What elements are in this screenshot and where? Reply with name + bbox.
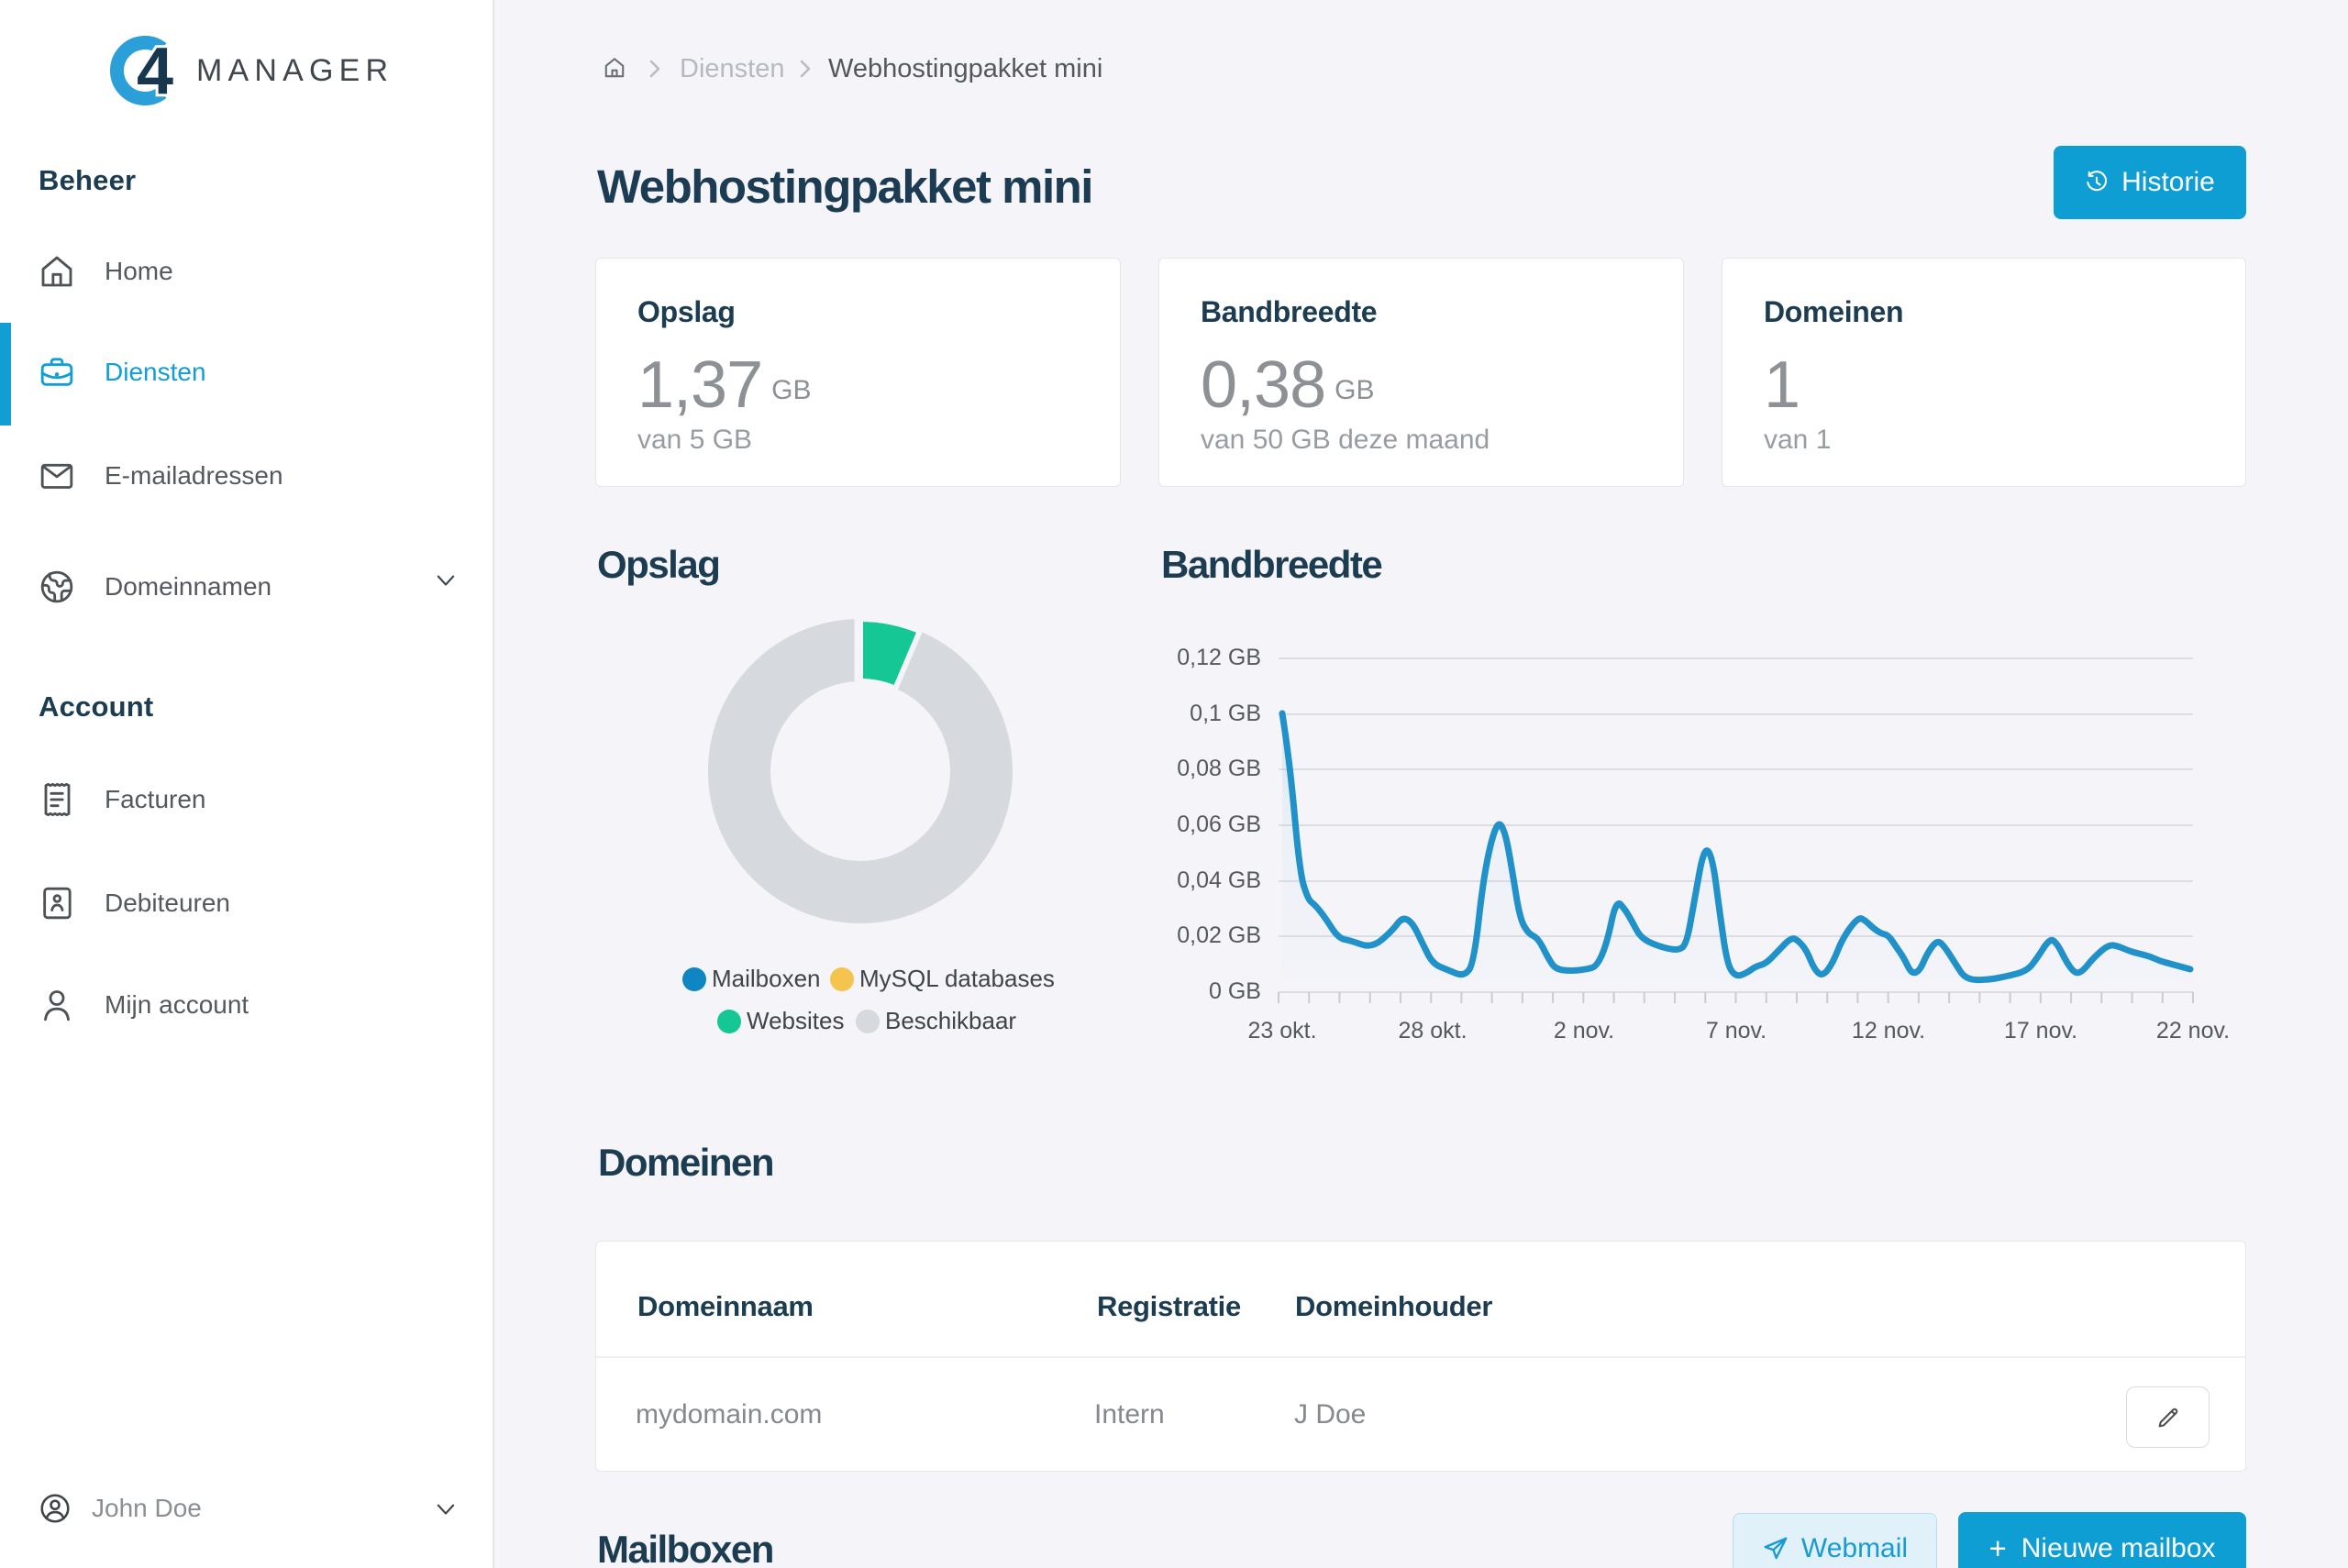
svg-text:MANAGER: MANAGER (196, 53, 393, 88)
svg-text:4: 4 (137, 35, 173, 108)
